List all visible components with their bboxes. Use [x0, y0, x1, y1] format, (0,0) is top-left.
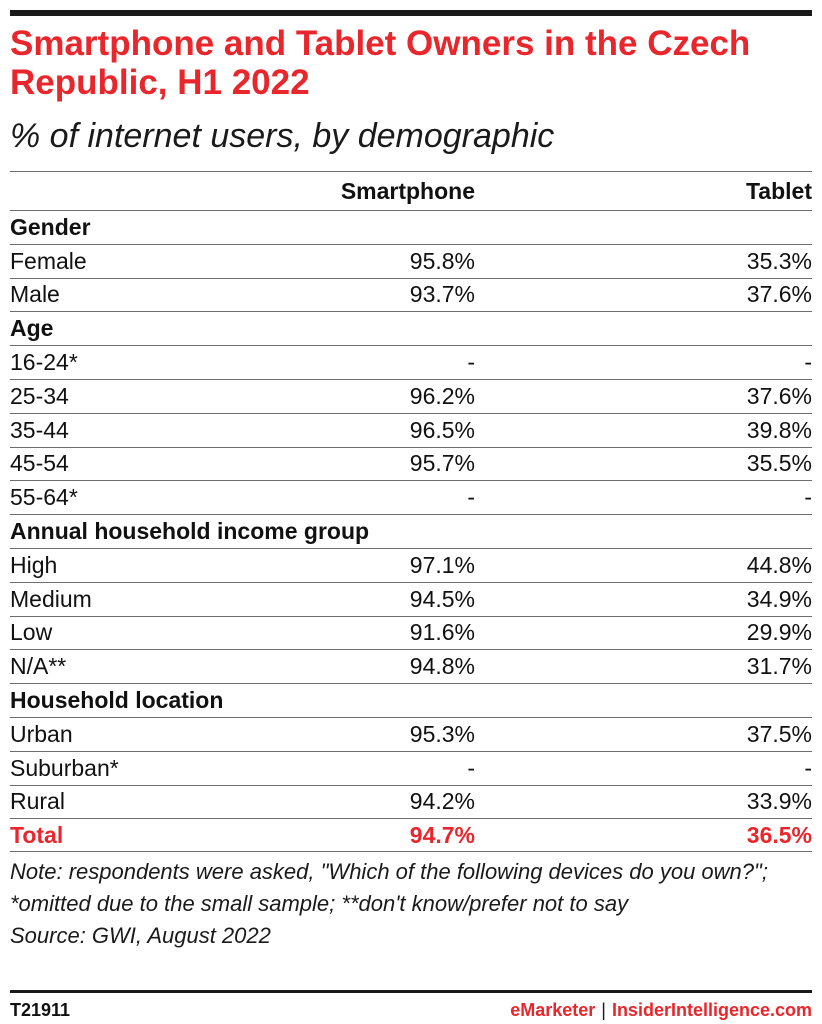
chart-subtitle: % of internet users, by demographic	[10, 117, 555, 155]
column-header-tablet: Tablet	[745, 177, 812, 204]
row-label: Female	[10, 247, 87, 274]
tablet-value: 44.8%	[746, 551, 812, 578]
tablet-value: -	[804, 349, 812, 376]
row-label: Rural	[10, 788, 65, 815]
group-label: Gender	[10, 213, 91, 240]
group-label: Age	[10, 315, 54, 342]
table-row: Low 91.6% 29.9%	[10, 615, 812, 650]
tablet-value: 35.3%	[746, 247, 812, 274]
group-header-row: Gender	[10, 210, 812, 244]
row-label: Urban	[10, 720, 73, 747]
smartphone-value: 95.7%	[409, 450, 475, 477]
table-header-row: Smartphone Tablet	[10, 171, 812, 210]
chart-card: Smartphone and Tablet Owners in the Czec…	[10, 0, 812, 1024]
note-text: Note: respondents were asked, "Which of …	[10, 859, 768, 916]
smartphone-value: 94.7%	[409, 821, 475, 848]
bottom-rule	[10, 990, 812, 993]
group-header-row: Age	[10, 311, 812, 345]
tablet-value: 36.5%	[746, 821, 812, 848]
tablet-value: -	[804, 754, 812, 781]
tablet-value: 37.6%	[746, 281, 812, 308]
tablet-value: 34.9%	[746, 585, 812, 612]
group-label: Annual household income group	[10, 518, 370, 545]
row-label: Male	[10, 281, 60, 308]
tablet-value: 29.9%	[746, 619, 812, 646]
brand-insider-intelligence-link[interactable]: InsiderIntelligence.com	[611, 1000, 812, 1020]
row-label: Low	[10, 619, 53, 646]
table-row: Female 95.8% 35.3%	[10, 243, 812, 278]
table-row: Male 93.7% 37.6%	[10, 277, 812, 312]
row-label: Medium	[10, 585, 92, 612]
row-label: N/A**	[10, 653, 67, 680]
row-label: 25-34	[10, 382, 69, 409]
tablet-value: 31.7%	[746, 653, 812, 680]
table-row: Rural 94.2% 33.9%	[10, 784, 812, 819]
smartphone-value: 95.8%	[409, 247, 475, 274]
data-table: Smartphone Tablet Gender Female 95.8% 35.3%…	[10, 171, 812, 853]
smartphone-value: 93.7%	[409, 281, 475, 308]
tablet-value: -	[804, 484, 812, 511]
group-header-row: Annual household income group	[10, 514, 812, 548]
smartphone-value: 96.5%	[409, 416, 475, 443]
table-row: 45-54 95.7% 35.5%	[10, 446, 812, 481]
table-row: N/A** 94.8% 31.7%	[10, 649, 812, 683]
smartphone-value: 94.5%	[409, 585, 475, 612]
table-row: Urban 95.3% 37.5%	[10, 716, 812, 751]
brand-separator: |	[601, 1000, 606, 1020]
chart-title: Smartphone and Tablet Owners in the Czec…	[10, 24, 751, 102]
column-header-smartphone: Smartphone	[340, 177, 475, 204]
group-header-row: Household location	[10, 683, 812, 717]
footer: T21911 eMarketer | InsiderIntelligence.com	[10, 998, 812, 1024]
tablet-value: 39.8%	[746, 416, 812, 443]
row-label: 55-64*	[10, 484, 78, 511]
smartphone-value: -	[467, 349, 475, 376]
tablet-value: 35.5%	[746, 450, 812, 477]
smartphone-value: 96.2%	[409, 382, 475, 409]
row-label: Total	[10, 821, 64, 848]
notes-block: Note: respondents were asked, "Which of …	[10, 856, 812, 952]
table-row: 16-24* - -	[10, 345, 812, 379]
tablet-value: 37.5%	[746, 720, 812, 747]
smartphone-value: -	[467, 754, 475, 781]
brand-credit: eMarketer | InsiderIntelligence.com	[510, 1000, 812, 1021]
table-row: 55-64* - -	[10, 480, 812, 514]
table-body: Gender Female 95.8% 35.3% Male 93.7% 37.6% Age 1…	[10, 210, 812, 853]
table-row: Suburban* - -	[10, 750, 812, 785]
chart-id: T21911	[10, 1000, 71, 1020]
brand-emarketer: eMarketer	[510, 1000, 596, 1020]
row-label: 16-24*	[10, 349, 78, 376]
tablet-value: 33.9%	[746, 788, 812, 815]
row-label: 35-44	[10, 416, 69, 443]
smartphone-value: -	[467, 484, 475, 511]
source-text: Source: GWI, August 2022	[10, 923, 271, 948]
table-row: 35-44 96.5% 39.8%	[10, 412, 812, 447]
row-label: 45-54	[10, 450, 69, 477]
smartphone-value: 95.3%	[409, 720, 475, 747]
table-row: High 97.1% 44.8%	[10, 547, 812, 582]
smartphone-value: 94.8%	[409, 653, 475, 680]
top-rule	[10, 10, 812, 16]
smartphone-value: 91.6%	[409, 619, 475, 646]
smartphone-value: 97.1%	[409, 551, 475, 578]
row-label: High	[10, 551, 58, 578]
table-row: 25-34 96.2% 37.6%	[10, 378, 812, 413]
row-label: Suburban*	[10, 754, 119, 781]
total-row: Total 94.7% 36.5%	[10, 818, 812, 853]
smartphone-value: 94.2%	[409, 788, 475, 815]
table-row: Medium 94.5% 34.9%	[10, 581, 812, 616]
group-label: Household location	[10, 687, 224, 714]
tablet-value: 37.6%	[746, 382, 812, 409]
